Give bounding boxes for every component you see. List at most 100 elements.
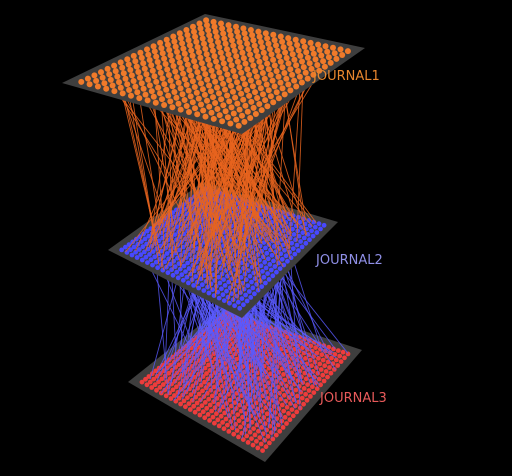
network-node (176, 395, 182, 401)
network-node (244, 298, 250, 304)
network-node (244, 433, 250, 439)
network-node (181, 398, 187, 404)
network-node (299, 244, 305, 250)
network-node (152, 382, 158, 388)
network-node (235, 122, 242, 129)
network-node (283, 55, 290, 61)
network-node (320, 357, 326, 363)
network-node (227, 300, 232, 306)
network-node (260, 49, 267, 56)
network-node (216, 274, 221, 280)
network-node (166, 370, 172, 376)
network-node (250, 62, 257, 69)
network-node (119, 90, 126, 97)
network-node (212, 28, 219, 35)
network-node (205, 412, 211, 417)
network-node (251, 270, 257, 276)
network-node (331, 367, 337, 372)
network-node (159, 376, 165, 382)
network-edge (117, 77, 161, 254)
network-node (162, 61, 169, 67)
network-node (245, 46, 252, 53)
layer-nodes-journal1 (78, 17, 351, 129)
network-node (244, 40, 251, 47)
network-node (252, 111, 259, 117)
network-node (130, 52, 137, 59)
network-node (228, 82, 234, 89)
network-node (153, 53, 160, 60)
network-node (198, 382, 204, 388)
network-node (259, 70, 266, 76)
network-node (260, 269, 265, 274)
network-node (248, 98, 255, 105)
network-node (222, 86, 228, 93)
network-node (320, 372, 326, 378)
network-node (236, 64, 243, 71)
network-node (327, 365, 332, 370)
network-node (200, 409, 206, 415)
network-node (253, 73, 260, 80)
network-node (302, 69, 309, 76)
network-node (254, 53, 261, 60)
network-node (318, 52, 325, 59)
network-node (175, 275, 181, 281)
network-node (303, 356, 308, 361)
network-edge (198, 116, 237, 279)
network-node (189, 52, 196, 59)
network-node (140, 60, 147, 67)
network-node (287, 66, 294, 73)
network-node (282, 414, 288, 420)
network-node (169, 83, 176, 90)
network-node (218, 413, 224, 419)
network-node (329, 355, 334, 361)
network-node (279, 85, 286, 92)
network-node (316, 376, 322, 382)
network-node (172, 68, 179, 75)
network-node (192, 63, 199, 70)
network-node (273, 68, 280, 75)
network-node (133, 249, 139, 255)
network-node (165, 92, 172, 99)
network-node (287, 87, 294, 94)
network-node (301, 43, 308, 50)
network-node (178, 387, 184, 392)
network-node (183, 81, 190, 88)
network-node (267, 440, 272, 446)
network-node (220, 420, 226, 425)
network-node (204, 405, 210, 411)
network-edge (247, 103, 290, 250)
network-node (218, 20, 224, 27)
network-node (98, 69, 104, 76)
network-node (154, 59, 161, 65)
network-node (279, 38, 286, 45)
network-node (146, 233, 152, 239)
network-node (117, 84, 124, 91)
network-node (295, 214, 301, 220)
network-node (206, 362, 211, 368)
network-node (222, 283, 228, 288)
network-edge (273, 246, 286, 434)
network-node (310, 384, 315, 390)
network-node (236, 39, 243, 46)
network-node (138, 54, 145, 61)
network-node (213, 58, 219, 65)
network-node (282, 49, 289, 56)
network-node (234, 428, 240, 433)
network-node (144, 97, 151, 104)
network-node (291, 77, 298, 84)
network-node (94, 83, 101, 90)
network-node (198, 80, 204, 87)
network-node (205, 56, 212, 63)
network-node (263, 265, 269, 271)
network-node (185, 395, 190, 401)
network-node (322, 363, 328, 369)
network-node (220, 60, 227, 67)
network-node (214, 84, 220, 91)
network-node (205, 27, 212, 34)
network-node (337, 353, 343, 359)
network-node (213, 33, 220, 40)
network-node (265, 256, 271, 262)
network-node (322, 43, 329, 50)
network-node (301, 235, 307, 241)
network-node (222, 65, 229, 72)
